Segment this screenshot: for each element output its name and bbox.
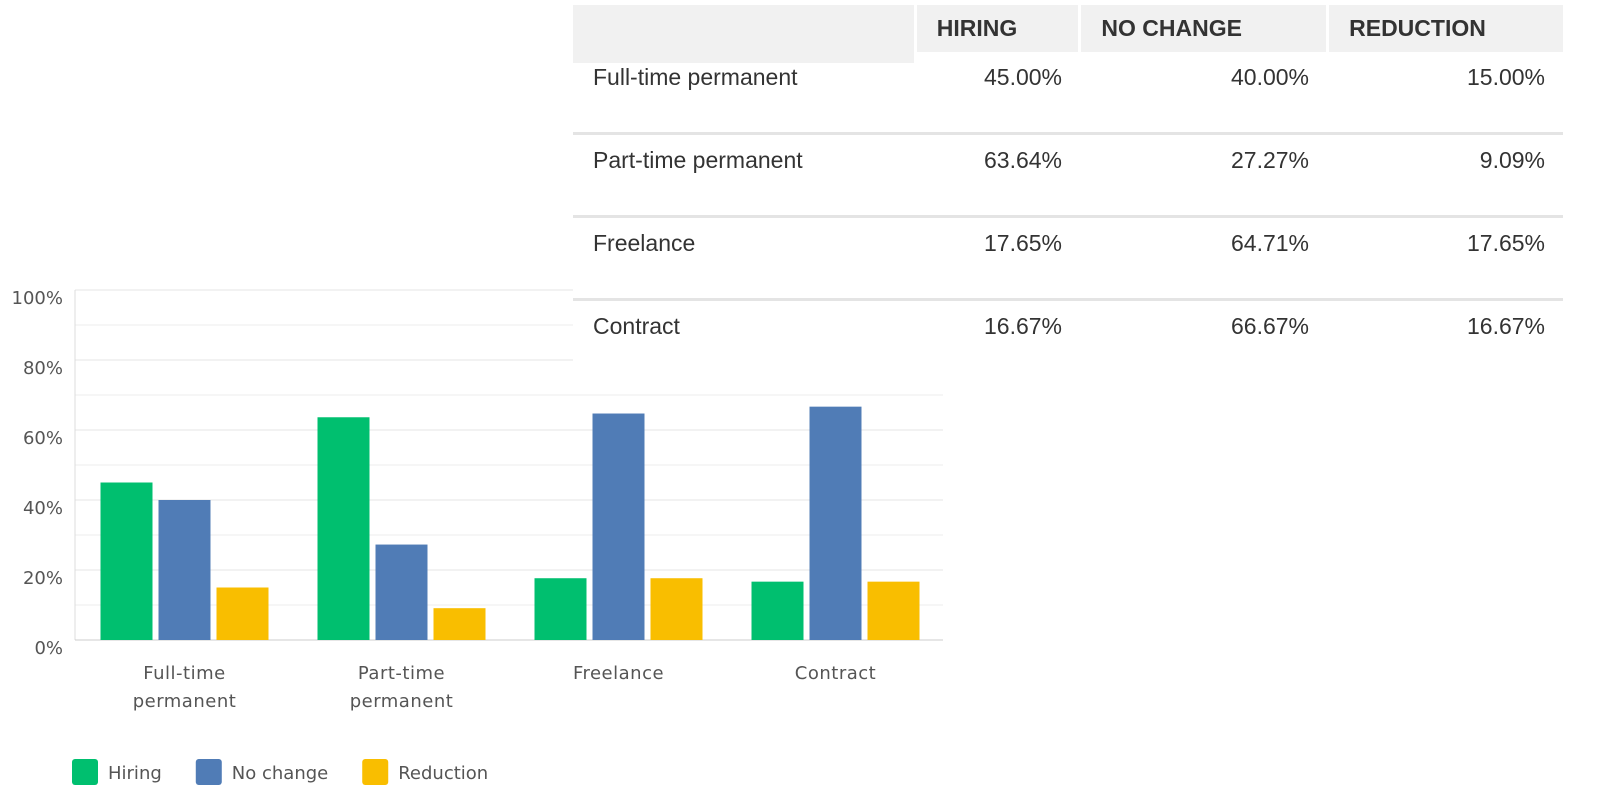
table-cell: 64.71% <box>1230 230 1309 256</box>
bar <box>809 406 862 640</box>
y-tick-label: 60% <box>23 428 63 449</box>
table-row: Full-time permanent 45.00% 40.00% 15.00% <box>573 52 1563 135</box>
bar <box>317 417 370 640</box>
bar <box>375 544 428 640</box>
header-cell <box>573 5 914 63</box>
x-tick-label: Full-time permanent <box>132 663 237 712</box>
header-row: HIRING NO CHANGE REDUCTION <box>573 5 1563 63</box>
header-cell: HIRING <box>916 5 1079 52</box>
y-tick-label: 0% <box>34 638 63 659</box>
bar <box>216 587 269 640</box>
x-tick-label: Contract <box>794 663 877 684</box>
y-tick-label: 80% <box>23 358 63 379</box>
bar <box>100 482 153 640</box>
y-tick-label: 100% <box>12 288 63 309</box>
table-cell: 66.67% <box>1230 313 1309 339</box>
data-table: HIRING NO CHANGE REDUCTION Full-time perman… <box>573 5 1563 384</box>
y-tick-label: 40% <box>23 498 63 519</box>
legend-swatch <box>362 759 389 785</box>
x-tick-label: Part-time permanent <box>349 663 454 712</box>
table-row: Contract 16.67% 66.67% 16.67% <box>573 301 1563 384</box>
table-cell: 16.67% <box>983 313 1062 339</box>
bar <box>650 578 703 640</box>
x-tick-label: Freelance <box>572 663 665 684</box>
table-cell: 27.27% <box>1230 147 1309 173</box>
bar <box>433 608 486 640</box>
row-label: Part-time permanent <box>593 147 803 173</box>
table-cell: 45.00% <box>983 64 1062 90</box>
table-row: Part-time permanent 63.64% 27.27% 9.09% <box>573 135 1563 218</box>
legend-label: No change <box>232 763 328 784</box>
table-cell: 40.00% <box>1230 64 1309 90</box>
bar <box>751 581 804 640</box>
table-cell: 17.65% <box>1466 230 1545 256</box>
table-cell: 9.09% <box>1479 147 1545 173</box>
y-tick-label: 20% <box>23 568 63 589</box>
table-cell: 16.67% <box>1466 313 1545 339</box>
legend-swatch <box>195 759 222 785</box>
row-label: Full-time permanent <box>593 64 798 90</box>
table-cell: 17.65% <box>983 230 1062 256</box>
bar <box>534 578 587 640</box>
bar <box>592 413 645 640</box>
bar <box>867 581 920 640</box>
header-cell: NO CHANGE <box>1081 5 1327 52</box>
legend-swatch <box>72 759 98 785</box>
legend-label: Reduction <box>398 763 488 784</box>
legend-label: Hiring <box>108 763 162 784</box>
row-label: Freelance <box>593 230 696 256</box>
table-cell: 63.64% <box>983 147 1062 173</box>
table-cell: 15.00% <box>1466 64 1545 90</box>
header-cell: REDUCTION <box>1329 5 1563 52</box>
bar <box>158 500 211 640</box>
table-row: Freelance 17.65% 64.71% 17.65% <box>573 218 1563 301</box>
row-label: Contract <box>593 313 680 339</box>
